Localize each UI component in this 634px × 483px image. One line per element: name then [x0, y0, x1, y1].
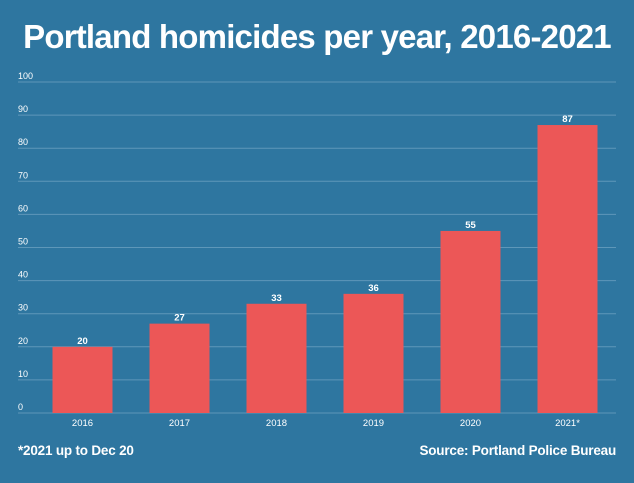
x-axis-ticks: 2016 2017 2018 2019 2020 2021*	[72, 418, 580, 429]
y-tick-label: 70	[18, 170, 28, 180]
data-label: 33	[271, 293, 282, 304]
x-tick-label: 2018	[266, 418, 287, 429]
gridlines	[18, 81, 616, 414]
footnote: *2021 up to Dec 20	[18, 443, 134, 458]
data-labels: 20 27 33 36 55 87	[77, 114, 573, 347]
data-label: 36	[368, 283, 379, 294]
x-tick-label: 2021*	[555, 418, 580, 429]
bar	[537, 125, 598, 413]
bar	[343, 293, 404, 413]
x-tick-label: 2016	[72, 418, 93, 429]
bar	[149, 323, 210, 413]
y-tick-label: 80	[18, 137, 28, 147]
y-axis-ticks: 0 10 20 30 40 50 60 70 80 90 100	[18, 71, 33, 412]
bar	[440, 230, 501, 413]
x-tick-label: 2019	[363, 418, 384, 429]
data-label: 20	[77, 336, 88, 347]
y-tick-label: 20	[18, 336, 28, 346]
x-tick-label: 2020	[460, 418, 481, 429]
y-tick-label: 30	[18, 303, 28, 313]
y-tick-label: 10	[18, 369, 28, 379]
source-credit: Source: Portland Police Bureau	[419, 443, 616, 458]
bar	[52, 346, 113, 413]
y-tick-label: 60	[18, 203, 28, 213]
data-label: 27	[174, 313, 185, 324]
bar	[246, 303, 307, 413]
bars	[52, 125, 598, 413]
x-tick-label: 2017	[169, 418, 190, 429]
y-tick-label: 50	[18, 237, 28, 247]
y-tick-label: 100	[18, 71, 33, 81]
y-tick-label: 90	[18, 104, 28, 114]
data-label: 87	[562, 114, 573, 125]
y-tick-label: 40	[18, 270, 28, 280]
y-tick-label: 0	[18, 402, 23, 412]
data-label: 55	[465, 220, 476, 231]
chart-title: Portland homicides per year, 2016-2021	[23, 18, 612, 55]
